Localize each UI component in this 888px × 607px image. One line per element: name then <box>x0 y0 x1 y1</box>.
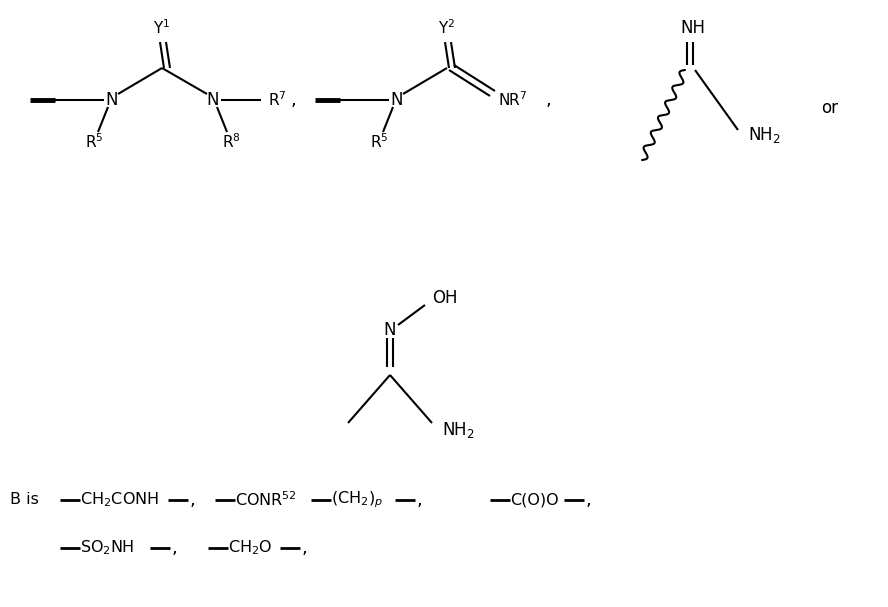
Text: N: N <box>384 321 396 339</box>
Text: NH$_2$: NH$_2$ <box>442 420 475 440</box>
Text: R$^7$: R$^7$ <box>268 90 287 109</box>
Text: CH$_2$CONH: CH$_2$CONH <box>80 490 159 509</box>
Text: R$^5$: R$^5$ <box>369 133 388 151</box>
Text: ,: , <box>190 491 195 509</box>
Text: OH: OH <box>432 289 457 307</box>
Text: ,: , <box>172 539 178 557</box>
Text: ,: , <box>586 491 591 509</box>
Text: CH$_2$O: CH$_2$O <box>228 538 273 557</box>
Text: NH: NH <box>680 19 705 37</box>
Text: N: N <box>391 91 403 109</box>
Text: ,: , <box>546 91 551 109</box>
Text: ,: , <box>291 91 297 109</box>
Text: ,: , <box>302 539 308 557</box>
Text: NR$^7$: NR$^7$ <box>498 90 527 109</box>
Text: NH$_2$: NH$_2$ <box>748 125 781 145</box>
Text: C(O)O: C(O)O <box>510 492 559 507</box>
Text: CONR$^{52}$: CONR$^{52}$ <box>235 490 297 509</box>
Text: N: N <box>207 91 219 109</box>
Text: (CH$_2$)$_p$: (CH$_2$)$_p$ <box>331 490 383 510</box>
Text: ,: , <box>417 491 423 509</box>
Text: R$^5$: R$^5$ <box>84 133 103 151</box>
Text: or: or <box>821 99 838 117</box>
Text: Y$^1$: Y$^1$ <box>154 19 170 38</box>
Text: N: N <box>106 91 118 109</box>
Text: R$^8$: R$^8$ <box>222 133 241 151</box>
Text: Y$^2$: Y$^2$ <box>439 19 456 38</box>
Text: SO$_2$NH: SO$_2$NH <box>80 538 134 557</box>
Text: B is: B is <box>10 492 39 507</box>
